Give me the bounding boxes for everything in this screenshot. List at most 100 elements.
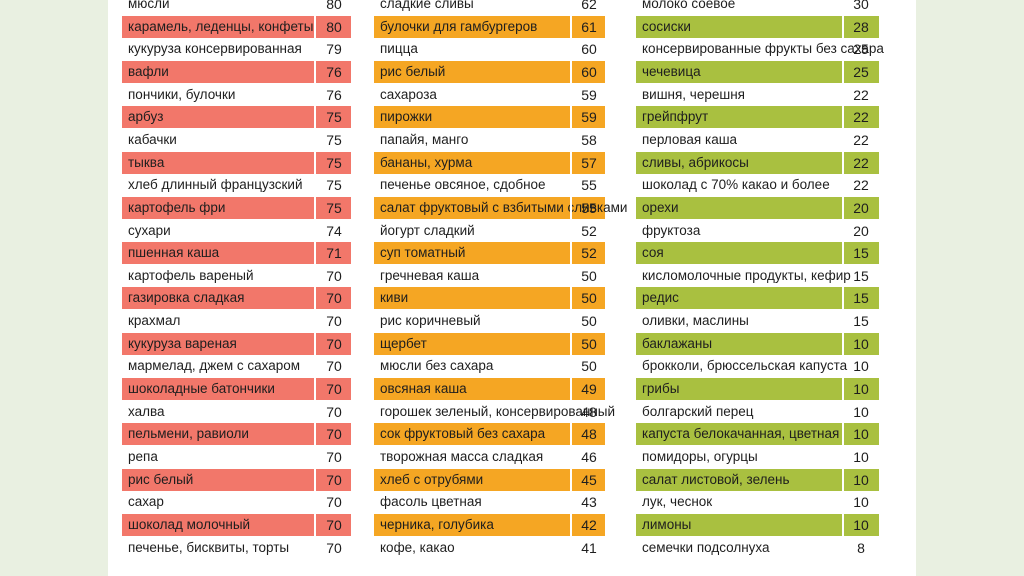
food-name: фруктоза <box>642 222 701 238</box>
food-name: чечевица <box>642 63 701 79</box>
gi-value: 59 <box>581 86 597 103</box>
gi-value: 10 <box>853 358 869 375</box>
food-name: печенье овсяное, сдобное <box>380 177 546 193</box>
gi-value: 70 <box>326 426 342 443</box>
food-name: перловая каша <box>642 131 738 147</box>
cell-divider <box>314 15 316 38</box>
food-name: кисломолочные продукты, кефир <box>642 267 851 283</box>
cell-divider <box>842 15 844 38</box>
food-name: консервированные фрукты без сахара <box>642 41 884 57</box>
food-name: рис белый <box>380 63 446 79</box>
table-row: карамель, леденцы, конфеты 80 <box>122 15 351 38</box>
table-row: пшенная каша 71 <box>122 242 351 265</box>
table-row: шоколад с 70% какао и более 22 <box>636 174 879 196</box>
table-row: печенье овсяное, сдобное 55 <box>374 174 605 196</box>
food-name: брокколи, брюссельская капуста <box>642 358 848 374</box>
food-name: халва <box>128 403 165 419</box>
table-row: арбуз 75 <box>122 106 351 129</box>
gi-value: 8 <box>857 539 865 556</box>
table-row: капуста белокачанная, цветная 10 <box>636 423 879 446</box>
gi-value: 70 <box>326 381 342 397</box>
food-name: баклажаны <box>642 335 713 351</box>
gi-value: 70 <box>326 335 342 352</box>
cell-divider <box>570 196 572 219</box>
gi-value: 75 <box>326 109 342 126</box>
food-name: пельмени, равиоли <box>128 426 249 442</box>
gi-value: 41 <box>581 539 597 556</box>
food-name: репа <box>128 449 158 464</box>
food-name: орехи <box>642 199 679 215</box>
gi-value: 10 <box>853 403 869 420</box>
gi-value: 10 <box>853 516 869 533</box>
table-row: картофель вареный 70 <box>122 265 351 287</box>
gi-value: 52 <box>581 245 597 262</box>
gi-value: 55 <box>581 177 597 194</box>
gi-value: 70 <box>326 539 342 556</box>
gi-value: 22 <box>853 131 869 148</box>
gi-value: 76 <box>326 86 342 103</box>
food-name: лук, чеснок <box>642 494 713 510</box>
table-row: папайя, манго 58 <box>374 129 605 151</box>
table-row: сок фруктовый без сахара 48 <box>374 423 605 446</box>
table-row: кукуруза консервированная 79 <box>122 38 351 60</box>
cell-divider <box>570 287 572 310</box>
table-row: сахароза 59 <box>374 84 605 106</box>
food-name: шоколад с 70% какао и более <box>642 177 830 193</box>
cell-divider <box>842 332 844 355</box>
gi-value: 48 <box>581 426 597 443</box>
table-row: грейпфрут 22 <box>636 106 879 129</box>
table-row: соя 15 <box>636 242 879 265</box>
cell-divider <box>570 106 572 129</box>
food-name: суп томатный <box>380 245 466 261</box>
cell-divider <box>570 15 572 38</box>
table-row: чечевица 25 <box>636 60 879 83</box>
gi-value: 10 <box>853 494 869 511</box>
food-name: шоколад молочный <box>128 516 251 532</box>
table-row: сливы, абрикосы 22 <box>636 151 879 174</box>
food-name: йогурт сладкий <box>380 222 475 238</box>
gi-value: 15 <box>853 313 869 330</box>
gi-value: 58 <box>581 131 597 148</box>
glycemic-index-table: мюсли 80 карамель, леденцы, конфеты 80 кукур… <box>108 0 916 576</box>
gi-value: 70 <box>326 471 342 488</box>
food-name: кофе, какао <box>380 539 455 555</box>
gi-value: 50 <box>581 267 597 284</box>
table-row: пицца 60 <box>374 38 605 60</box>
gi-value: 10 <box>853 381 869 397</box>
food-name: киви <box>380 290 409 306</box>
gi-value: 22 <box>853 86 869 103</box>
food-name: сливы, абрикосы <box>642 154 749 170</box>
gi-value: 60 <box>581 63 597 80</box>
food-name: крахмал <box>128 313 181 329</box>
food-name: сухари <box>128 222 171 238</box>
cell-divider <box>570 332 572 355</box>
table-row: черника, голубика 42 <box>374 513 605 536</box>
gi-value: 76 <box>326 63 342 80</box>
table-row: овсяная каша 49 <box>374 378 605 400</box>
table-row: болгарский перец 10 <box>636 401 879 423</box>
table-row: помидоры, огурцы 10 <box>636 446 879 468</box>
table-row: вишня, черешня 22 <box>636 84 879 106</box>
gi-value: 45 <box>581 471 597 488</box>
table-row: лимоны 10 <box>636 513 879 536</box>
food-name: черника, голубика <box>380 516 494 532</box>
table-row: горошек зеленый, консервированный 48 <box>374 401 615 423</box>
cell-divider <box>314 60 316 83</box>
cell-divider <box>842 242 844 265</box>
food-name: салат фруктовый с взбитыми сливками <box>380 199 628 215</box>
food-name: хлеб с отрубями <box>380 471 484 487</box>
food-name: карамель, леденцы, конфеты <box>128 18 314 34</box>
table-row: кукуруза вареная 70 <box>122 332 351 355</box>
food-name: помидоры, огурцы <box>642 449 758 464</box>
food-name: горошек зеленый, консервированный <box>380 403 616 419</box>
gi-value: 75 <box>326 154 342 171</box>
food-name: арбуз <box>128 109 164 125</box>
table-row: пончики, булочки 76 <box>122 84 351 106</box>
food-name: кабачки <box>128 131 177 147</box>
food-name: молоко соевое <box>642 0 736 11</box>
gi-value: 28 <box>853 18 869 35</box>
food-name: картофель вареный <box>128 267 254 283</box>
gi-value: 70 <box>326 516 342 533</box>
table-row: сосиски 28 <box>636 15 879 38</box>
food-name: булочки для гамбургеров <box>380 18 538 34</box>
